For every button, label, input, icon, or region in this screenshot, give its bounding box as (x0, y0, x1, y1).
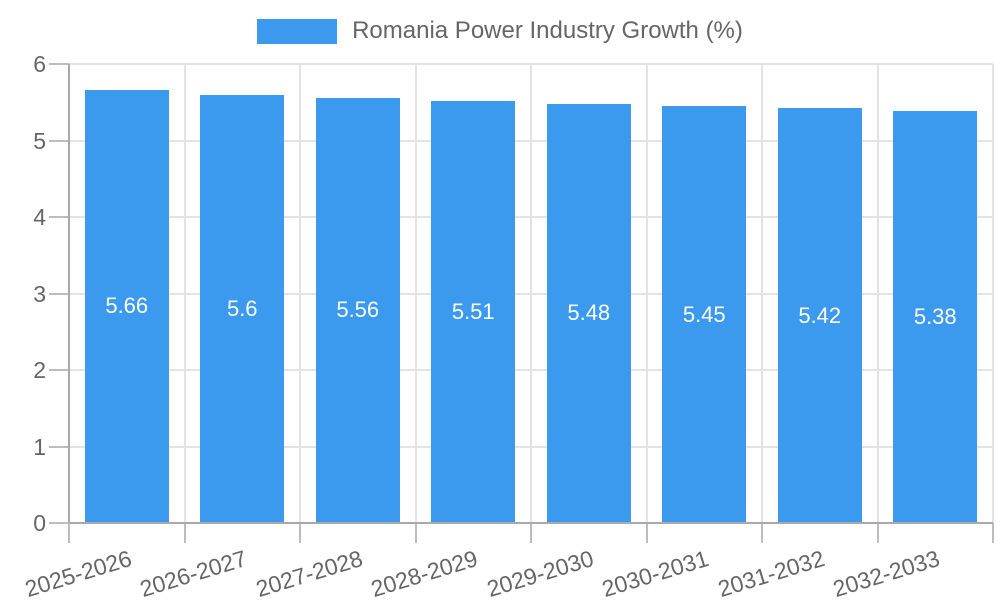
x-axis-tick (645, 523, 648, 543)
x-axis-tick (876, 523, 879, 543)
bar-value-label: 5.51 (451, 299, 495, 325)
y-axis-tick (49, 216, 69, 218)
bar[interactable]: 5.45 (662, 106, 747, 523)
y-axis-tick (49, 445, 69, 448)
gridline-vertical (876, 64, 879, 523)
x-axis-line (69, 522, 993, 524)
y-tick-label: 6 (33, 51, 46, 77)
y-axis-tick (49, 522, 69, 524)
y-axis-line (68, 64, 70, 523)
x-axis-tick (992, 523, 994, 543)
gridline-vertical (299, 64, 301, 523)
bar[interactable]: 5.6 (200, 94, 285, 523)
bar-value-label: 5.38 (913, 304, 957, 330)
x-axis-tick (414, 523, 417, 543)
gridline-vertical (183, 64, 186, 523)
y-tick-label: 5 (33, 127, 46, 154)
x-tick-label: 2026-2027 (137, 545, 250, 600)
bar[interactable]: 5.56 (315, 97, 400, 523)
y-axis-tick (49, 292, 69, 295)
y-tick-label: 4 (33, 204, 46, 230)
bar[interactable]: 5.38 (893, 111, 978, 523)
gridline-vertical (761, 64, 763, 523)
x-axis-tick (68, 523, 70, 543)
x-axis-tick (530, 523, 532, 543)
x-tick-label: 2029-2030 (483, 545, 597, 600)
x-tick-label: 2031-2032 (714, 545, 828, 600)
legend[interactable]: Romania Power Industry Growth (%) (0, 16, 1000, 46)
gridline-vertical (414, 64, 417, 523)
gridline-vertical (992, 64, 994, 523)
y-axis-tick (49, 139, 69, 142)
x-tick-label: 2030-2031 (599, 545, 712, 600)
bar-value-label: 5.66 (105, 293, 149, 319)
x-tick-label: 2028-2029 (368, 545, 481, 600)
x-tick-label: 2025-2026 (21, 545, 135, 600)
bar[interactable]: 5.42 (777, 108, 862, 523)
y-axis-tick (49, 63, 69, 65)
bar-value-label: 5.56 (336, 297, 380, 323)
legend-swatch (257, 18, 338, 44)
x-axis-tick (761, 523, 763, 543)
y-axis-tick (49, 369, 69, 371)
bar[interactable]: 5.51 (431, 101, 516, 523)
x-axis-tick (183, 523, 186, 543)
bar[interactable]: 5.48 (546, 103, 631, 523)
bar-value-label: 5.42 (798, 302, 842, 328)
legend-label: Romania Power Industry Growth (%) (352, 17, 743, 44)
x-tick-label: 2032-2033 (830, 545, 943, 600)
bar[interactable]: 5.66 (84, 90, 169, 523)
bar-value-label: 5.6 (226, 295, 258, 321)
x-axis-tick (299, 523, 301, 543)
plot-area: 5.66 5.6 5.56 5.51 5.48 5.45 5.42 5.38 (68, 63, 994, 524)
gridline-vertical (645, 64, 648, 523)
gridline-vertical (530, 64, 532, 523)
bar-value-label: 5.45 (682, 301, 726, 327)
y-tick-label: 3 (33, 280, 46, 307)
y-tick-label: 0 (33, 510, 46, 536)
y-tick-label: 1 (33, 433, 46, 460)
x-tick-label: 2027-2028 (252, 545, 366, 600)
bar-value-label: 5.48 (567, 300, 611, 326)
y-tick-label: 2 (33, 357, 46, 383)
